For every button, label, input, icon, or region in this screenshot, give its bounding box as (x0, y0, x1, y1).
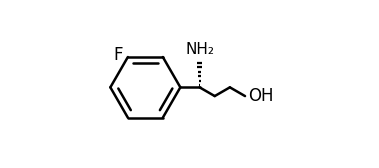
Text: F: F (113, 46, 123, 64)
Text: NH₂: NH₂ (186, 41, 215, 56)
Text: OH: OH (248, 87, 274, 105)
